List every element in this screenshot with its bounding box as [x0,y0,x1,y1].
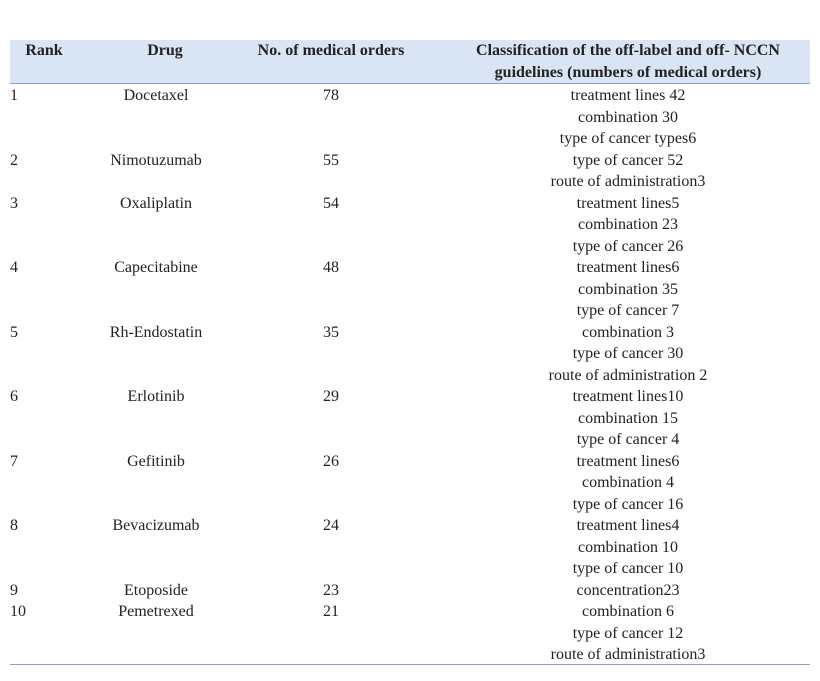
orders-cell: 29 [323,388,339,405]
rank-cell: 5 [10,323,18,341]
classification-line: route of administration 2 [548,366,708,384]
drug-cell: Gefitinib [127,452,185,470]
orders-cell: 21 [323,603,339,620]
classification-line: combination 6 [582,603,674,620]
classification-line: type of cancer 4 [576,431,680,448]
rank-cell: 7 [10,452,18,470]
orders-cell: 35 [323,323,339,341]
rank-cell: 9 [10,581,18,599]
orders-cell: 23 [323,581,339,599]
classification-line: combination 3 [582,323,674,341]
classification-line: route of administration3 [550,646,706,663]
rank-cell: 4 [10,259,18,276]
header-rank: Rank [25,42,63,59]
rank-cell: 2 [10,151,18,169]
header-classification: guidelines (numbers of medical orders) [494,64,762,81]
classification-line: type of cancer 16 [572,495,684,513]
drug-cell: Pemetrexed [118,603,194,620]
classification-line: type of cancer types6 [559,130,697,147]
rank-cell: 6 [10,388,18,405]
bottom-rule [10,664,810,665]
classification-line: treatment lines6 [576,452,680,470]
classification-line: combination 23 [578,216,678,233]
drug-cell: Erlotinib [127,388,185,405]
classification-line: type of cancer 30 [572,345,684,362]
classification-line: treatment lines6 [576,259,680,276]
orders-cell: 26 [323,452,339,470]
rank-cell: 10 [10,603,26,620]
rank-cell: 8 [10,517,18,534]
classification-line: combination 10 [578,538,678,556]
classification-line: route of administration3 [550,173,706,190]
orders-cell: 78 [323,87,339,104]
header-band [10,40,810,84]
classification-line: type of cancer 52 [572,151,684,169]
header-orders: No. of medical orders [257,42,405,59]
header-drug: Drug [147,42,183,59]
classification-line: treatment lines10 [572,388,684,405]
orders-cell: 55 [323,151,339,169]
classification-line: type of cancer 26 [572,237,684,255]
drug-cell: Oxaliplatin [120,194,192,212]
classification-line: combination 30 [578,108,678,126]
drug-cell: Docetaxel [123,87,189,104]
classification-line: combination 4 [582,474,674,491]
rank-cell: 1 [10,87,18,104]
classification-line: treatment lines 42 [570,87,686,104]
classification-line: treatment lines4 [576,517,680,534]
orders-cell: 54 [323,194,339,212]
header-classification: Classification of the off-label and off-… [476,42,780,59]
orders-cell: 24 [323,517,339,534]
classification-line: concentration23 [576,581,680,599]
drug-cell: Nimotuzumab [110,151,202,169]
drug-cell: Bevacizumab [112,517,200,534]
classification-line: type of cancer 7 [576,302,680,319]
drug-cell: Capecitabine [114,259,198,276]
rank-cell: 3 [10,194,18,212]
classification-line: type of cancer 12 [572,624,684,642]
classification-line: combination 35 [578,280,678,298]
classification-line: type of cancer 10 [572,560,684,577]
drug-cell: Rh-Endostatin [109,323,203,341]
drug-cell: Etoposide [124,581,188,599]
classification-line: treatment lines5 [576,194,680,212]
classification-line: combination 15 [578,409,678,427]
orders-cell: 48 [323,259,339,276]
